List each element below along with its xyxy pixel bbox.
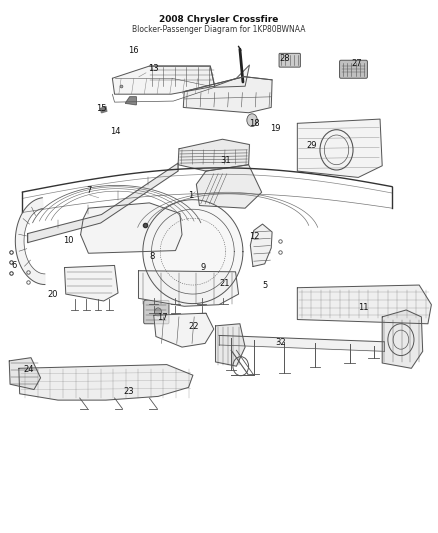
Text: 29: 29 [306, 141, 317, 150]
FancyBboxPatch shape [339, 60, 367, 78]
Text: 9: 9 [201, 263, 206, 272]
Text: Blocker-Passenger Diagram for 1KP80BWNAA: Blocker-Passenger Diagram for 1KP80BWNAA [132, 25, 306, 34]
Text: 6: 6 [11, 261, 16, 270]
Polygon shape [219, 335, 385, 351]
Polygon shape [149, 65, 250, 87]
Circle shape [155, 308, 162, 317]
Text: 2008 Chrysler Crossfire: 2008 Chrysler Crossfire [159, 14, 279, 23]
Polygon shape [215, 324, 245, 366]
Text: 1: 1 [188, 191, 194, 200]
Circle shape [247, 114, 257, 126]
Text: 14: 14 [110, 127, 121, 136]
Polygon shape [125, 97, 136, 105]
Text: 17: 17 [157, 313, 168, 321]
Polygon shape [138, 271, 239, 306]
FancyBboxPatch shape [279, 53, 300, 67]
Text: 19: 19 [270, 124, 281, 133]
Polygon shape [101, 107, 107, 113]
Polygon shape [81, 203, 182, 253]
Polygon shape [113, 66, 215, 94]
Polygon shape [143, 200, 243, 304]
Text: 8: 8 [149, 252, 155, 261]
Polygon shape [19, 365, 193, 400]
Text: 10: 10 [63, 236, 74, 245]
Text: 28: 28 [279, 54, 290, 63]
Polygon shape [196, 165, 261, 208]
Text: 32: 32 [276, 338, 286, 347]
Polygon shape [64, 265, 118, 301]
Polygon shape [297, 119, 382, 177]
Polygon shape [184, 77, 272, 113]
Polygon shape [251, 224, 272, 266]
Polygon shape [382, 310, 423, 368]
Text: 11: 11 [358, 303, 369, 312]
Text: 13: 13 [148, 64, 159, 73]
Polygon shape [9, 358, 41, 390]
Polygon shape [154, 313, 214, 347]
Text: 21: 21 [219, 279, 230, 288]
Text: 20: 20 [47, 290, 57, 300]
Text: 18: 18 [250, 118, 260, 127]
Polygon shape [15, 198, 45, 285]
Text: 16: 16 [127, 46, 138, 55]
Text: 31: 31 [220, 156, 230, 165]
Polygon shape [297, 285, 431, 324]
Text: 15: 15 [96, 104, 107, 113]
Polygon shape [178, 139, 250, 171]
Text: 12: 12 [249, 232, 259, 241]
Text: 24: 24 [23, 365, 34, 374]
Text: 27: 27 [352, 59, 362, 68]
FancyBboxPatch shape [144, 301, 169, 324]
Polygon shape [28, 163, 178, 243]
Text: 22: 22 [188, 322, 199, 331]
Text: 23: 23 [123, 387, 134, 397]
Text: 5: 5 [262, 281, 268, 290]
Text: 7: 7 [86, 187, 92, 196]
